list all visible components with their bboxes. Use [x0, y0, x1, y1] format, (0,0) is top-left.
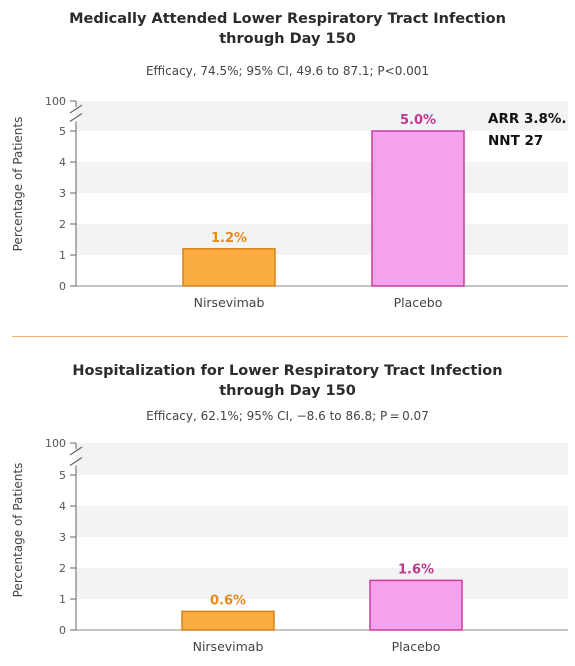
axis-break-mark [69, 113, 83, 122]
y-tick-label: 5 [59, 125, 66, 138]
y-tick-label: 1 [59, 593, 66, 606]
x-tick-label-placebo: Placebo [394, 295, 443, 310]
y-axis-label: Percentage of Patients [11, 463, 25, 598]
y-tick-label: 2 [59, 562, 66, 575]
chart2-title-line2: through Day 150 [219, 383, 356, 399]
data-label-nirsevimab: 1.2% [211, 231, 247, 246]
y-axis-label: Percentage of Patients [11, 117, 25, 252]
chart2-title-line1: Hospitalization for Lower Respiratory Tr… [72, 363, 503, 379]
data-label-placebo: 5.0% [400, 113, 436, 128]
x-tick-label-nirsevimab: Nirsevimab [194, 295, 265, 310]
plot-background-top [76, 101, 568, 116]
grid-band [76, 193, 568, 224]
grid-band [76, 475, 568, 506]
y-tick-label: 3 [59, 187, 66, 200]
grid-band [76, 599, 568, 630]
y-tick-label: 4 [59, 156, 66, 169]
y-tick-label: 5 [59, 469, 66, 482]
plot-background-top [76, 443, 568, 460]
chart2-title: Hospitalization for Lower Respiratory Tr… [0, 361, 575, 401]
y-tick-label-break: 100 [45, 437, 66, 450]
axis-break-mark [69, 446, 83, 456]
axis-break-mark [69, 104, 83, 114]
bar-placebo [371, 130, 465, 287]
bar-nirsevimab [181, 610, 275, 631]
x-tick-label-nirsevimab: Nirsevimab [193, 639, 264, 654]
bar-nirsevimab [182, 248, 276, 287]
y-tick-label: 3 [59, 531, 66, 544]
nnt-label: NNT 27 [488, 133, 544, 149]
y-tick-label: 0 [59, 624, 66, 637]
chart1-title-line1: Medically Attended Lower Respiratory Tra… [69, 11, 506, 27]
chart1-subtitle: Efficacy, 74.5%; 95% CI, 49.6 to 87.1; P… [145, 64, 430, 78]
y-tick-label: 0 [59, 280, 66, 293]
y-tick-label: 1 [59, 249, 66, 262]
data-label-nirsevimab: 0.6% [210, 593, 246, 608]
chart2-plot: 0 1 2 3 4 5 100 Percentage of Patients 0.6% Nirse… [11, 437, 568, 654]
grid-band [76, 255, 568, 286]
chart1-plot: 0 1 2 3 4 5 100 Percentage of Patients 1.2% Nirse… [11, 95, 568, 310]
bar-placebo [369, 579, 463, 631]
arr-label: ARR 3.8%. [488, 111, 567, 127]
grid-band [76, 131, 568, 162]
chart1-title-line2: through Day 150 [219, 31, 356, 47]
chart1-title: Medically Attended Lower Respiratory Tra… [0, 9, 575, 49]
section-divider [12, 336, 568, 337]
data-label-placebo: 1.6% [398, 562, 434, 577]
y-tick-label: 4 [59, 500, 66, 513]
x-tick-label-placebo: Placebo [392, 639, 441, 654]
arr-nnt-annotation: ARR 3.8%. NNT 27 [488, 108, 567, 152]
axis-break-mark [69, 457, 83, 466]
grid-band [76, 537, 568, 568]
y-tick-label: 2 [59, 218, 66, 231]
y-tick-label-break: 100 [45, 95, 66, 108]
chart2-subtitle: Efficacy, 62.1%; 95% CI, −8.6 to 86.8; P… [146, 409, 429, 423]
